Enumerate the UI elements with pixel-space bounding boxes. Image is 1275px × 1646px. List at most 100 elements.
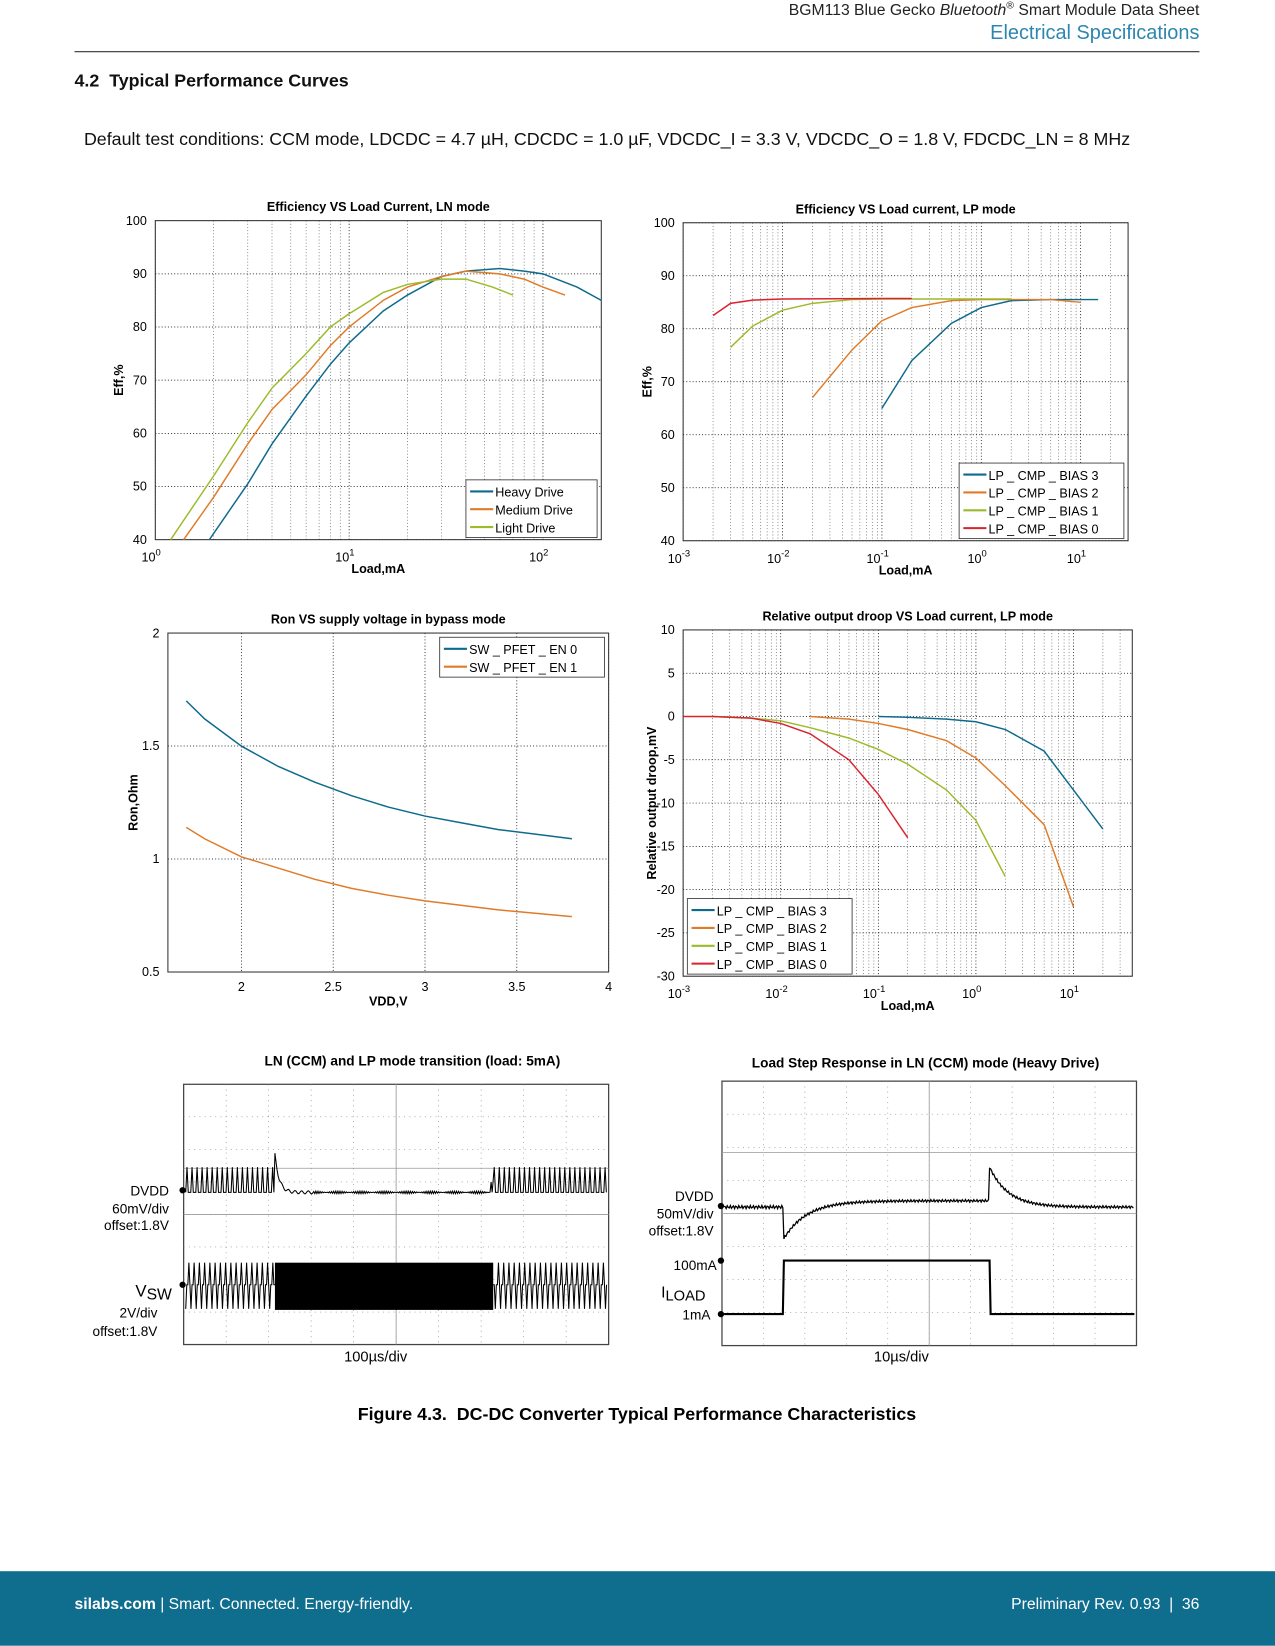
y-axis-label: Eff,% [641, 366, 655, 397]
x-tick-exponent: 1 [349, 547, 354, 558]
plot-frame [682, 629, 1133, 977]
section-heading: 4.2 Typical Performance Curves [75, 70, 349, 90]
y-tick-label: 1 [153, 852, 160, 866]
channel-name-main: V [135, 1281, 147, 1300]
channel-name-sub: LOAD [665, 1288, 705, 1304]
doc-title-part: Bluetooth [940, 2, 1007, 19]
legend-box [686, 898, 853, 975]
legend-label: LP _ CMP _ BIAS 1 [989, 505, 1099, 519]
legend-label: LP _ CMP _ BIAS 2 [717, 922, 827, 936]
timebase: 100µs/div [344, 1349, 408, 1365]
channel-scale: 60mV/div [112, 1201, 169, 1216]
x-tick-label: 10-2 [765, 984, 787, 1001]
legend-label: LP _ CMP _ BIAS 0 [989, 522, 1099, 536]
channel-name-main: I [661, 1284, 665, 1301]
legend-label: SW _ PFET _ EN 1 [469, 661, 577, 675]
x-tick-exponent: 0 [155, 547, 160, 558]
doc-title-part: BGM113 Blue Gecko [789, 2, 940, 19]
channel-name: ILOAD [661, 1284, 705, 1304]
legend-label: LP _ CMP _ BIAS 3 [989, 469, 1099, 483]
legend-box [958, 462, 1125, 540]
scope-trace [185, 1153, 607, 1196]
y-tick-label: 40 [133, 533, 147, 547]
y-tick-label: 60 [661, 428, 675, 442]
x-tick-base: 10 [765, 987, 779, 1001]
x-tick-label: 10-3 [668, 984, 690, 1001]
x-tick-label: 10-1 [867, 548, 889, 565]
series-line [712, 297, 912, 317]
x-tick-label: 102 [529, 547, 548, 564]
y-tick-label: -5 [664, 753, 675, 767]
y-tick-label: 10 [661, 623, 675, 637]
x-axis-label: VDD,V [369, 995, 408, 1009]
y-tick-label: 70 [661, 375, 675, 389]
legend-label: LP _ CMP _ BIAS 2 [989, 487, 1099, 501]
legend-label: Heavy Drive [495, 486, 564, 500]
series-line [878, 715, 1104, 830]
x-tick-label: 2 [238, 980, 245, 994]
y-tick-label: 100 [126, 214, 147, 228]
footer-bar [0, 1571, 1275, 1646]
channel-name: VSW [135, 1281, 172, 1303]
series-line [810, 715, 1075, 908]
doc-title: BGM113 Blue Gecko Bluetooth® Smart Modul… [789, 1, 1200, 19]
x-tick-exponent: 0 [981, 548, 986, 559]
channel-offset: offset:1.8V [93, 1324, 159, 1339]
x-tick-base: 10 [529, 551, 543, 565]
y-tick-label: 80 [133, 320, 147, 334]
scope-title: Load Step Response in LN (CCM) mode (Hea… [752, 1056, 1100, 1071]
series-line [185, 826, 572, 918]
y-tick-label: 2 [153, 626, 160, 640]
series-line [208, 267, 602, 541]
series-line [881, 298, 1099, 409]
level-label: 1mA [682, 1307, 711, 1322]
y-axis-label: Relative output droop,mV [645, 726, 659, 880]
y-tick-label: 90 [133, 267, 147, 281]
footer-revision: Preliminary Rev. 0.93 | 36 [1011, 1596, 1200, 1613]
x-tick-base: 10 [867, 552, 881, 566]
y-tick-label: 50 [133, 480, 147, 494]
doc-title-part: ® [1006, 1, 1014, 12]
footer-site: silabs.com [75, 1596, 156, 1613]
x-tick-exponent: 1 [1074, 984, 1079, 995]
series-line [730, 298, 1012, 348]
legend-label: SW _ PFET _ EN 0 [469, 643, 577, 657]
x-tick-exponent: 1 [1081, 548, 1086, 559]
y-tick-label: 80 [661, 322, 675, 336]
y-tick-label: -25 [657, 926, 675, 940]
x-tick-label: 101 [335, 547, 354, 564]
channel-marker [717, 1310, 725, 1318]
y-tick-label: 5 [668, 666, 675, 680]
x-tick-exponent: -2 [781, 548, 789, 559]
y-tick-label: 90 [661, 269, 675, 283]
plot-area [167, 633, 609, 973]
plot-frame [167, 632, 610, 973]
x-axis-label: Load,mA [881, 999, 935, 1013]
x-tick-label: 3.5 [508, 980, 526, 994]
x-tick-exponent: -1 [877, 984, 885, 995]
footer-tagline: | Smart. Connected. Energy-friendly. [156, 1596, 413, 1613]
series-line [683, 715, 909, 839]
y-tick-label: -10 [657, 796, 675, 810]
series-line [811, 298, 1081, 399]
channel-scale: 50mV/div [657, 1207, 714, 1222]
x-tick-label: 3 [422, 980, 429, 994]
x-tick-label: 100 [967, 548, 986, 565]
channel-name: DVDD [130, 1184, 169, 1199]
y-tick-label: -15 [657, 840, 675, 854]
x-tick-exponent: -1 [881, 548, 889, 559]
y-tick-label: 50 [661, 481, 675, 495]
legend-box [439, 636, 605, 678]
y-axis-label: Ron,Ohm [126, 774, 140, 831]
chart-title: Efficiency VS Load Current, LN mode [267, 200, 490, 214]
scope-trace [185, 1262, 608, 1309]
switching-burst [274, 1262, 494, 1310]
level-label: 100mA [674, 1258, 718, 1273]
plot-frame [154, 220, 602, 541]
doc-title-part: Smart Module Data Sheet [1014, 2, 1200, 19]
x-tick-exponent: 2 [543, 547, 548, 558]
y-tick-label: -20 [657, 883, 675, 897]
legend-label: Light Drive [495, 521, 555, 535]
x-axis-label: Load,mA [351, 562, 405, 576]
